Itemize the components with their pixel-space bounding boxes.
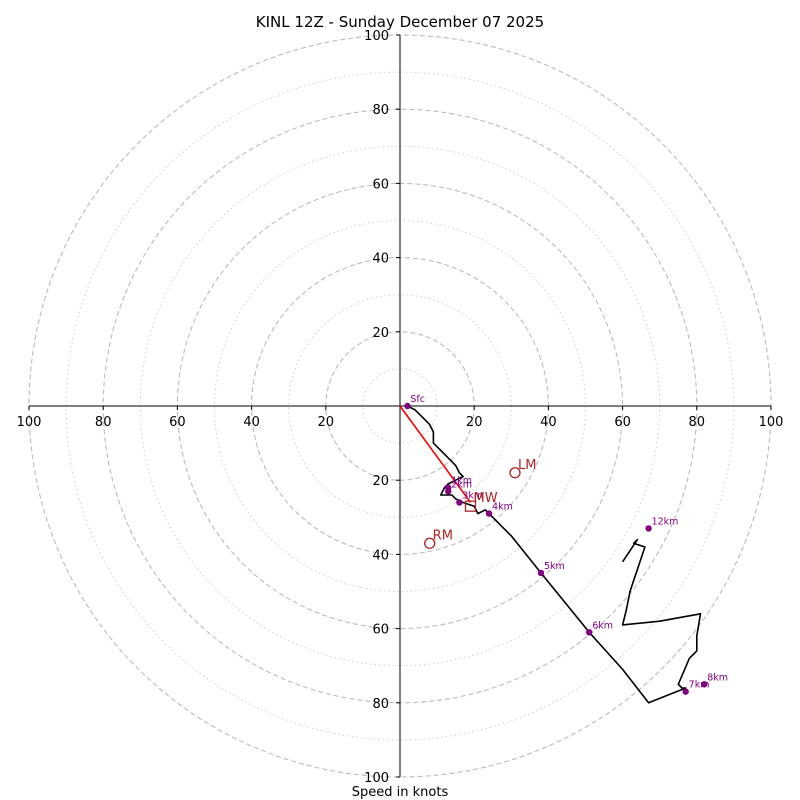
height-marker-5km bbox=[537, 569, 545, 577]
y-tick-label: 20 bbox=[372, 474, 389, 489]
height-label-8km: 8km bbox=[707, 672, 728, 683]
height-label-6km: 6km bbox=[592, 620, 613, 631]
chart-title: KINL 12Z - Sunday December 07 2025 bbox=[256, 13, 544, 31]
x-tick-label: 40 bbox=[243, 415, 260, 430]
y-tick-label: 20 bbox=[372, 326, 389, 341]
height-label-1km: 1km bbox=[451, 476, 472, 487]
y-tick-label: 60 bbox=[372, 177, 389, 192]
y-tick-label: 80 bbox=[372, 697, 389, 712]
height-marker-2km bbox=[445, 488, 452, 495]
storm-marker-RM bbox=[424, 537, 436, 549]
x-tick-label: 20 bbox=[318, 415, 335, 430]
height-label-7km: 7km bbox=[689, 680, 710, 691]
tick-labels: 100 80 60 40 20 20 40 60 80 100 20 40 60 80 100 20 40 60 8… bbox=[17, 29, 784, 786]
x-axis-label: Speed in knots bbox=[352, 785, 449, 800]
storm-label-MW: MW bbox=[473, 491, 497, 506]
height-label-4km: 4km bbox=[492, 502, 513, 513]
shear-vector-line bbox=[399, 405, 472, 503]
height-marker-7km bbox=[682, 688, 689, 695]
y-tick-label: 100 bbox=[364, 771, 389, 786]
height-label-Sfc: Sfc bbox=[410, 394, 425, 405]
y-tick-label: 80 bbox=[372, 103, 389, 118]
height-label-12km: 12km bbox=[652, 516, 679, 527]
height-marker-6km bbox=[586, 629, 593, 636]
x-tick-label: 40 bbox=[540, 415, 557, 430]
x-tick-label: 20 bbox=[466, 415, 483, 430]
storm-marker-MW bbox=[464, 500, 477, 512]
x-tick-label: 80 bbox=[95, 415, 112, 430]
x-tick-label: 80 bbox=[689, 415, 706, 430]
x-tick-label: 100 bbox=[759, 415, 784, 430]
y-tick-label: 60 bbox=[372, 623, 389, 638]
y-tick-label: 40 bbox=[372, 548, 389, 563]
storm-motion-markers: LM RM MW bbox=[424, 458, 536, 549]
x-tick-label: 60 bbox=[614, 415, 631, 430]
height-label-3km: 3km bbox=[462, 490, 483, 501]
storm-label-LM: LM bbox=[518, 458, 536, 473]
x-tick-label: 60 bbox=[169, 415, 186, 430]
height-marker-8km bbox=[701, 681, 708, 688]
height-label-5km: 5km bbox=[544, 561, 565, 572]
y-tick-label: 40 bbox=[372, 252, 389, 267]
height-label-2km: 2km bbox=[451, 479, 472, 490]
height-marker-Sfc bbox=[404, 402, 411, 410]
x-tick-label: 100 bbox=[17, 415, 42, 430]
height-marker-12km bbox=[645, 525, 652, 532]
y-tick-label: 100 bbox=[364, 29, 389, 44]
storm-label-RM: RM bbox=[433, 528, 453, 543]
storm-marker-LM bbox=[509, 467, 521, 479]
height-marker-3km bbox=[456, 499, 463, 506]
height-marker-4km bbox=[485, 510, 493, 517]
